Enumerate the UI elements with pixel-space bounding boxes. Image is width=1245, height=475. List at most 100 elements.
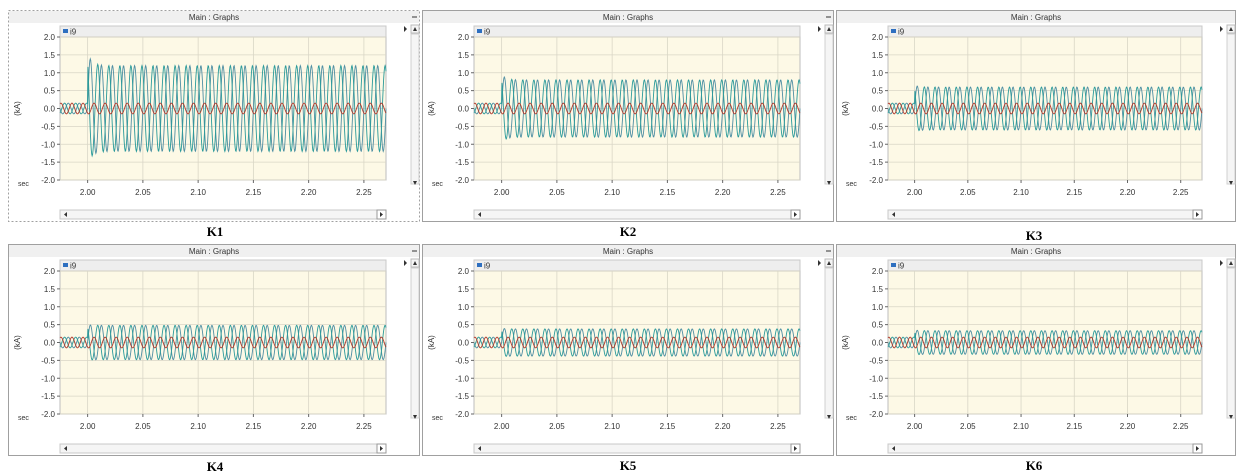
x-tick-label: 2.15 bbox=[1066, 422, 1082, 431]
y-axis-label: (kA) bbox=[427, 101, 436, 116]
horizontal-scrollbar[interactable] bbox=[474, 210, 800, 219]
y-tick-label: 2.0 bbox=[872, 267, 884, 276]
y-tick-label: -0.5 bbox=[455, 122, 469, 131]
y-tick-label: 2.0 bbox=[458, 267, 470, 276]
y-tick-label: 1.5 bbox=[458, 51, 470, 60]
y-tick-label: -0.5 bbox=[41, 356, 55, 365]
x-tick-label: 2.20 bbox=[715, 422, 731, 431]
y-tick-label: -2.0 bbox=[41, 410, 55, 419]
scroll-right-button[interactable] bbox=[377, 210, 386, 219]
x-tick-label: 2.20 bbox=[301, 422, 317, 431]
scroll-up-button[interactable] bbox=[1227, 259, 1235, 267]
x-axis-label: sec bbox=[432, 181, 443, 188]
panel-caption-k6: K6 bbox=[1004, 458, 1064, 474]
horizontal-scrollbar[interactable] bbox=[60, 444, 386, 453]
y-tick-label: 2.0 bbox=[44, 267, 56, 276]
vertical-scrollbar[interactable] bbox=[411, 34, 419, 184]
x-tick-label: 2.00 bbox=[907, 188, 923, 197]
y-tick-label: -0.5 bbox=[869, 356, 883, 365]
y-tick-label: -1.0 bbox=[41, 374, 55, 383]
vertical-scrollbar[interactable] bbox=[825, 268, 833, 418]
x-tick-label: 2.20 bbox=[301, 188, 317, 197]
y-tick-label: 0.5 bbox=[872, 87, 884, 96]
legend-bar bbox=[474, 26, 800, 37]
panel-caption-k4: K4 bbox=[185, 459, 245, 475]
y-tick-label: 0.0 bbox=[872, 339, 884, 348]
horizontal-scrollbar[interactable] bbox=[888, 210, 1202, 219]
horizontal-scrollbar[interactable] bbox=[60, 210, 386, 219]
y-tick-label: 0.0 bbox=[44, 339, 56, 348]
y-tick-label: 0.5 bbox=[458, 87, 470, 96]
x-tick-label: 2.10 bbox=[1013, 188, 1029, 197]
y-tick-label: 1.5 bbox=[44, 285, 56, 294]
horizontal-scrollbar[interactable] bbox=[474, 444, 800, 453]
vertical-scrollbar[interactable] bbox=[1227, 268, 1235, 418]
x-tick-label: 2.10 bbox=[1013, 422, 1029, 431]
x-tick-label: 2.20 bbox=[1120, 422, 1136, 431]
scroll-right-button[interactable] bbox=[791, 210, 800, 219]
x-tick-label: 2.00 bbox=[494, 188, 510, 197]
y-tick-label: -1.5 bbox=[41, 392, 55, 401]
window-title: Main : Graphs bbox=[603, 13, 653, 22]
x-axis-label: sec bbox=[846, 415, 857, 422]
x-axis-label: sec bbox=[18, 181, 29, 188]
x-tick-label: 2.25 bbox=[356, 422, 372, 431]
scroll-right-button[interactable] bbox=[377, 444, 386, 453]
y-tick-label: 1.0 bbox=[872, 69, 884, 78]
vertical-scrollbar[interactable] bbox=[411, 268, 419, 418]
scroll-right-button[interactable] bbox=[1193, 210, 1202, 219]
scroll-right-button[interactable] bbox=[791, 444, 800, 453]
window-title: Main : Graphs bbox=[189, 13, 239, 22]
y-tick-label: -2.0 bbox=[869, 410, 883, 419]
window-title: Main : Graphs bbox=[189, 247, 239, 256]
scroll-up-button[interactable] bbox=[411, 25, 419, 33]
y-tick-label: 1.5 bbox=[458, 285, 470, 294]
x-tick-label: 2.15 bbox=[660, 422, 676, 431]
y-tick-label: -1.5 bbox=[455, 158, 469, 167]
y-axis-label: (kA) bbox=[13, 101, 22, 116]
scroll-up-button[interactable] bbox=[411, 259, 419, 267]
graph-svg-k3: Main : Graphsi92.01.51.00.50.0-0.5-1.0-1… bbox=[836, 10, 1236, 222]
scroll-up-button[interactable] bbox=[1227, 25, 1235, 33]
y-tick-label: -1.5 bbox=[41, 158, 55, 167]
horizontal-scrollbar[interactable] bbox=[888, 444, 1202, 453]
x-tick-label: 2.15 bbox=[246, 188, 262, 197]
y-tick-label: -0.5 bbox=[41, 122, 55, 131]
legend-label: i9 bbox=[898, 28, 905, 37]
legend-label: i9 bbox=[898, 262, 905, 271]
legend-swatch-icon bbox=[477, 29, 482, 33]
graph-svg-k4: Main : Graphsi92.01.51.00.50.0-0.5-1.0-1… bbox=[8, 244, 420, 456]
x-tick-label: 2.25 bbox=[356, 188, 372, 197]
y-tick-label: 1.0 bbox=[44, 303, 56, 312]
y-tick-label: 2.0 bbox=[872, 33, 884, 42]
y-tick-label: 1.5 bbox=[872, 285, 884, 294]
panel-caption-k3: K3 bbox=[1004, 228, 1064, 244]
x-tick-label: 2.15 bbox=[246, 422, 262, 431]
y-tick-label: -0.5 bbox=[455, 356, 469, 365]
panel-caption-k2: K2 bbox=[598, 224, 658, 240]
legend-swatch-icon bbox=[63, 29, 68, 33]
window-title: Main : Graphs bbox=[603, 247, 653, 256]
scroll-up-button[interactable] bbox=[825, 259, 833, 267]
x-tick-label: 2.15 bbox=[660, 188, 676, 197]
legend-swatch-icon bbox=[63, 263, 68, 267]
y-tick-label: 0.0 bbox=[44, 105, 56, 114]
x-tick-label: 2.20 bbox=[715, 188, 731, 197]
vertical-scrollbar[interactable] bbox=[1227, 34, 1235, 184]
x-axis-label: sec bbox=[18, 415, 29, 422]
y-tick-label: 0.0 bbox=[458, 339, 470, 348]
x-tick-label: 2.05 bbox=[135, 188, 151, 197]
scroll-right-button[interactable] bbox=[1193, 444, 1202, 453]
vertical-scrollbar[interactable] bbox=[825, 34, 833, 184]
y-tick-label: -1.0 bbox=[455, 140, 469, 149]
panel-caption-k5: K5 bbox=[598, 458, 658, 474]
y-tick-label: 2.0 bbox=[44, 33, 56, 42]
scroll-up-button[interactable] bbox=[825, 25, 833, 33]
x-tick-label: 2.25 bbox=[1173, 188, 1189, 197]
graph-svg-k6: Main : Graphsi92.01.51.00.50.0-0.5-1.0-1… bbox=[836, 244, 1236, 456]
x-tick-label: 2.25 bbox=[770, 422, 786, 431]
y-tick-label: 2.0 bbox=[458, 33, 470, 42]
x-tick-label: 2.05 bbox=[549, 422, 565, 431]
x-tick-label: 2.25 bbox=[770, 188, 786, 197]
y-tick-label: -0.5 bbox=[869, 122, 883, 131]
